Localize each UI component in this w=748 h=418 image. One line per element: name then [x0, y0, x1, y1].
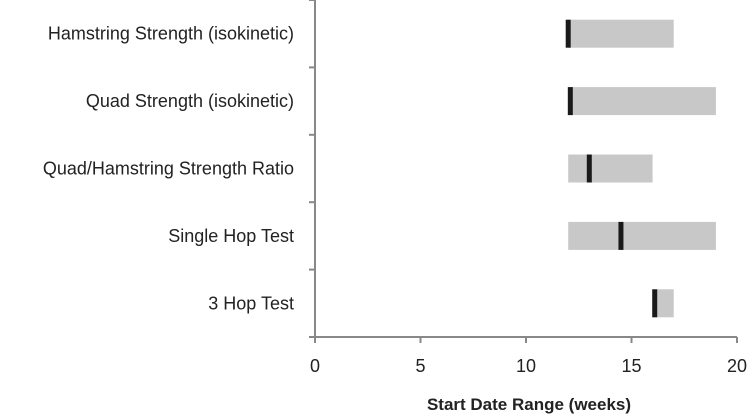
axes	[314, 0, 737, 338]
x-tick-label: 5	[415, 356, 425, 376]
median-marker	[652, 289, 658, 318]
median-markers	[565, 19, 658, 318]
range-bar	[568, 221, 716, 250]
x-tick-label: 20	[727, 356, 747, 376]
range-bar	[568, 154, 653, 183]
x-tick-label: 10	[516, 356, 536, 376]
category-label: Single Hop Test	[168, 226, 294, 246]
range-bar	[652, 289, 674, 318]
range-bars	[568, 19, 716, 318]
range-bar	[568, 87, 716, 116]
median-marker	[565, 19, 571, 48]
category-labels: Hamstring Strength (isokinetic) Quad Stre…	[43, 24, 294, 314]
range-bar	[568, 19, 674, 48]
category-label: Quad Strength (isokinetic)	[86, 91, 294, 111]
x-tick-label: 0	[310, 356, 320, 376]
axis-ticks: 0 5 10 15 20	[309, 0, 747, 376]
median-marker	[567, 87, 573, 116]
median-marker	[586, 154, 592, 183]
category-label: 3 Hop Test	[208, 293, 294, 313]
category-label: Hamstring Strength (isokinetic)	[48, 24, 294, 44]
category-label: Quad/Hamstring Strength Ratio	[43, 159, 294, 179]
x-axis-title: Start Date Range (weeks)	[427, 395, 631, 414]
median-marker	[618, 221, 624, 250]
x-tick-label: 15	[621, 356, 641, 376]
